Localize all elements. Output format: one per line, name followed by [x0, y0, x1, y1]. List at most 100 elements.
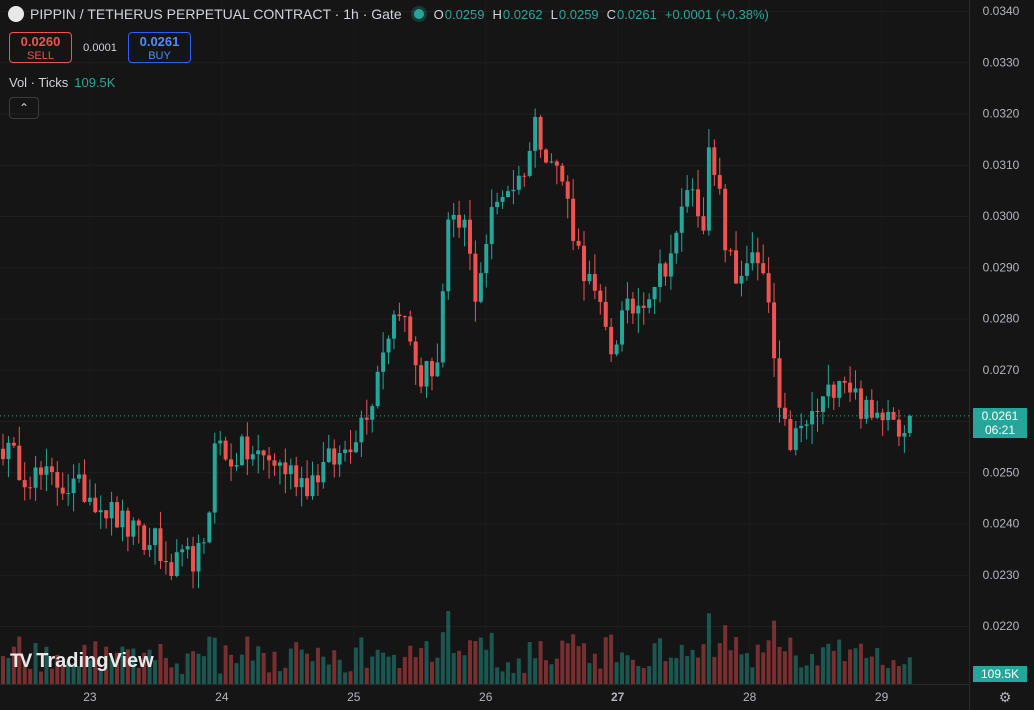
volume-bar — [93, 641, 98, 684]
volume-bar — [250, 660, 255, 684]
volume-bar — [858, 643, 863, 684]
sell-button[interactable]: 0.0260 SELL — [9, 32, 72, 63]
volume-legend-value: 109.5K — [74, 75, 116, 90]
candle-body — [782, 407, 787, 419]
chart-title[interactable]: PIPPIN / TETHERUS PERPETUAL CONTRACT · 1… — [30, 6, 402, 22]
volume-bar — [163, 657, 168, 684]
candle-body — [207, 512, 212, 543]
candle-body — [397, 314, 402, 317]
candle-body — [842, 380, 847, 383]
volume-bar — [571, 634, 576, 684]
volume-bar — [511, 672, 516, 684]
volume-bar — [375, 649, 380, 684]
volume-legend-label: Vol · Ticks — [9, 75, 69, 90]
candle-body — [39, 467, 44, 475]
candle-body — [864, 399, 869, 419]
volume-bar — [229, 654, 234, 684]
volume-bar — [239, 654, 244, 684]
x-tick-label: 27 — [611, 690, 625, 704]
volume-bar — [582, 643, 587, 684]
volume-bar — [212, 637, 217, 684]
y-tick-label: 0.0240 — [983, 517, 1020, 531]
candle-body — [902, 432, 907, 437]
volume-bar — [44, 646, 49, 684]
candle-body — [853, 388, 858, 393]
volume-legend[interactable]: Vol · Ticks 109.5K — [9, 75, 115, 90]
candle-body — [527, 150, 532, 176]
candle-body — [755, 252, 760, 264]
volume-bar — [777, 646, 782, 684]
tradingview-logo[interactable]: TV TradingView — [10, 650, 154, 673]
volume-bar — [1, 656, 5, 684]
volume-bar — [831, 650, 836, 684]
candle-body — [549, 161, 554, 163]
candle-body — [674, 232, 679, 254]
x-tick-label: 28 — [743, 690, 757, 704]
candle-body — [408, 316, 413, 342]
candle-body — [71, 478, 76, 494]
candle-body — [49, 466, 54, 473]
volume-bar — [804, 665, 809, 684]
y-tick-label: 0.0300 — [983, 209, 1020, 223]
volume-bar — [565, 643, 570, 684]
candle-body — [196, 542, 201, 572]
volume-bar — [609, 634, 614, 684]
volume-bar — [261, 652, 266, 684]
collapse-legend-button[interactable]: ⌃ — [9, 97, 39, 119]
volume-bar — [853, 648, 858, 684]
candle-body — [880, 412, 885, 421]
candle-body — [402, 316, 407, 318]
candle-body — [647, 299, 652, 308]
candle-body — [359, 417, 364, 443]
candle-body — [364, 417, 369, 420]
volume-bar — [489, 632, 494, 684]
price-axis[interactable]: 0.0340 0.0330 0.0320 0.0310 0.0300 0.0290 0.02… — [983, 4, 1020, 633]
volume-bar — [603, 637, 608, 684]
trade-buttons: 0.0260 SELL 0.0001 0.0261 BUY — [9, 32, 191, 63]
candle-body — [245, 436, 250, 460]
candle-body — [17, 445, 22, 481]
candle-body — [875, 412, 880, 418]
volume-bar — [516, 658, 521, 684]
candle-body — [750, 252, 755, 264]
x-tick-label: 24 — [215, 690, 229, 704]
volume-bar — [598, 668, 603, 684]
volume-bar — [739, 654, 744, 684]
candle-body — [142, 525, 147, 550]
buy-button[interactable]: 0.0261 BUY — [128, 32, 191, 63]
candle-body — [424, 361, 429, 387]
volume-bar — [267, 672, 272, 684]
volume-bar — [630, 659, 635, 684]
candle-body — [630, 298, 635, 314]
time-axis[interactable]: 23 24 25 26 27 28 29 — [83, 690, 888, 704]
settings-gear-icon[interactable]: ⚙ — [998, 689, 1012, 705]
volume-bar — [614, 662, 619, 684]
candle-body — [614, 344, 619, 355]
candle-body — [239, 436, 244, 466]
volume-bar — [402, 656, 407, 684]
volume-bar — [136, 667, 141, 684]
candle-body — [109, 502, 114, 519]
ohlc-open-key: O — [433, 6, 444, 22]
candle-body — [467, 219, 472, 254]
candle-body — [576, 240, 581, 246]
volume-bar — [620, 652, 625, 684]
volume-bar — [185, 653, 190, 684]
volume-bar — [218, 673, 223, 684]
volume-bar — [451, 652, 456, 684]
candle-body — [11, 442, 16, 446]
volume-bar — [17, 636, 22, 684]
candle-body — [744, 263, 749, 276]
candle-body — [315, 475, 320, 483]
candle-body — [685, 190, 690, 207]
candle-body — [413, 341, 418, 366]
candle-body — [185, 546, 190, 550]
volume-bar — [153, 660, 158, 684]
candle-body — [256, 450, 261, 455]
volume-bar — [495, 667, 500, 684]
volume-bar — [793, 655, 798, 684]
candle-body — [104, 510, 109, 519]
candle-body — [777, 358, 782, 408]
volume-bar — [592, 653, 597, 684]
